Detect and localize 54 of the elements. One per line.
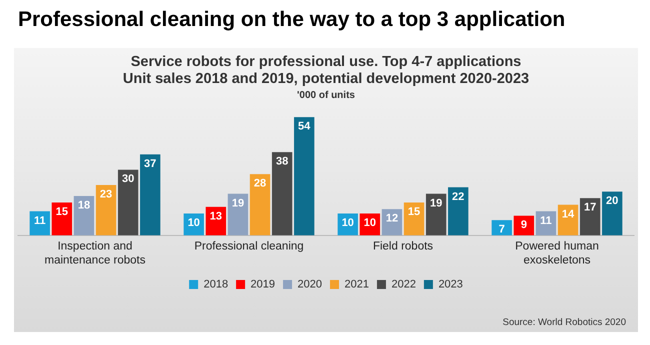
data-label: 11 [540, 214, 552, 227]
y-axis-title: '000 of units [296, 90, 356, 101]
data-label: 20 [606, 195, 618, 208]
legend-label: 2022 [391, 278, 416, 291]
x-tick-label: Professional cleaning [194, 240, 304, 252]
bar [250, 174, 270, 236]
bar [426, 194, 446, 236]
bar [602, 192, 622, 236]
bar [448, 187, 468, 236]
bar [74, 196, 94, 236]
bar [52, 202, 72, 236]
source-note: Source: World Robotics 2020 [502, 317, 626, 328]
bar [118, 170, 138, 236]
data-label: 10 [342, 217, 354, 230]
bar [96, 185, 116, 236]
data-label: 12 [386, 212, 398, 225]
chart-title: Professional cleaning on the way to a top 3 application [18, 8, 566, 32]
data-label: 30 [122, 173, 134, 186]
data-label: 13 [210, 210, 222, 222]
data-label: 10 [188, 217, 200, 230]
data-label: 14 [562, 208, 576, 220]
data-label: 9 [520, 219, 527, 232]
legend-label: 2019 [250, 278, 276, 291]
data-label: 15 [408, 206, 420, 218]
data-label: 15 [56, 206, 68, 218]
data-label: 10 [364, 217, 376, 230]
bar [294, 117, 314, 236]
chart-subtitle: Service robots for professional use. Top 4-7 applications Unit sales 2018 and 2019, potential development 2020-2023 [122, 54, 530, 88]
legend-label: 2018 [204, 278, 228, 291]
data-label: 11 [34, 214, 46, 227]
bar [272, 152, 292, 236]
legend-label: 2021 [344, 278, 369, 291]
data-label: 54 [298, 120, 312, 133]
data-label: 22 [452, 190, 464, 203]
x-tick-label: Field robots [372, 240, 434, 252]
data-label: 23 [100, 188, 112, 201]
data-label: 38 [276, 156, 288, 168]
data-label: 19 [430, 197, 442, 210]
bar [228, 194, 248, 236]
legend-label: 2020 [298, 278, 322, 291]
data-label: 7 [498, 224, 505, 236]
legend-label: 2023 [438, 278, 463, 291]
bar [140, 154, 160, 236]
data-label: 19 [232, 197, 244, 210]
data-label: 37 [144, 158, 156, 170]
bar [492, 220, 512, 236]
data-label: 18 [78, 200, 90, 212]
x-tick-label: Inspection and maintenance robots [44, 240, 146, 266]
bar [580, 198, 600, 236]
bar [514, 216, 534, 236]
data-label: 28 [254, 178, 266, 190]
x-tick-label: Powered human exoskeletons [515, 240, 599, 266]
bar [206, 206, 226, 236]
data-label: 17 [584, 202, 596, 214]
